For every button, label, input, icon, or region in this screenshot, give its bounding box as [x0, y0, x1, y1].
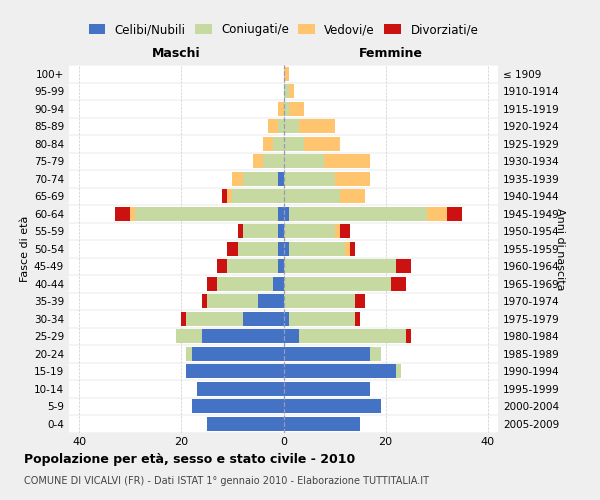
Bar	[304, 136, 340, 151]
Bar	[289, 312, 355, 326]
Bar	[136, 207, 278, 221]
Y-axis label: Anni di nascita: Anni di nascita	[555, 208, 565, 290]
Legend: Celibi/Nubili, Coniugati/e, Vedovi/e, Divorziati/e: Celibi/Nubili, Coniugati/e, Vedovi/e, Di…	[89, 23, 478, 36]
Bar	[207, 294, 258, 308]
Bar	[253, 154, 263, 168]
Bar	[181, 312, 187, 326]
Bar	[289, 242, 345, 256]
Bar	[227, 242, 238, 256]
Bar	[289, 207, 427, 221]
Bar	[284, 154, 325, 168]
Bar	[284, 224, 335, 238]
Bar	[284, 66, 289, 80]
Bar	[355, 294, 365, 308]
Bar	[217, 277, 273, 291]
Text: Maschi: Maschi	[152, 47, 200, 60]
Bar	[187, 312, 242, 326]
Bar	[278, 172, 284, 186]
Bar	[284, 417, 360, 430]
Bar	[284, 277, 391, 291]
Bar	[242, 172, 278, 186]
Bar	[289, 84, 294, 98]
Bar	[284, 312, 289, 326]
Bar	[284, 259, 396, 273]
Bar	[335, 224, 340, 238]
Bar	[191, 399, 284, 413]
Bar	[284, 189, 340, 203]
Text: Popolazione per età, sesso e stato civile - 2010: Popolazione per età, sesso e stato civil…	[24, 452, 355, 466]
Bar	[258, 294, 284, 308]
Bar	[284, 399, 380, 413]
Bar	[242, 312, 284, 326]
Bar	[207, 417, 284, 430]
Bar	[263, 136, 273, 151]
Bar	[370, 347, 380, 361]
Bar	[447, 207, 462, 221]
Bar	[284, 364, 396, 378]
Bar	[284, 347, 370, 361]
Bar	[340, 189, 365, 203]
Bar	[284, 207, 289, 221]
Bar	[176, 329, 202, 343]
Bar	[232, 189, 284, 203]
Bar	[278, 207, 284, 221]
Bar	[340, 224, 350, 238]
Bar	[232, 172, 242, 186]
Bar	[350, 242, 355, 256]
Bar	[278, 102, 284, 116]
Bar	[278, 259, 284, 273]
Bar	[406, 329, 411, 343]
Bar	[355, 312, 360, 326]
Bar	[284, 172, 335, 186]
Text: Femmine: Femmine	[359, 47, 423, 60]
Bar	[115, 207, 130, 221]
Bar	[284, 329, 299, 343]
Bar	[242, 224, 278, 238]
Bar	[238, 242, 278, 256]
Bar	[273, 136, 284, 151]
Bar	[263, 154, 284, 168]
Bar	[130, 207, 136, 221]
Bar	[217, 259, 227, 273]
Bar	[284, 119, 299, 133]
Bar	[427, 207, 447, 221]
Bar	[289, 102, 304, 116]
Bar	[202, 294, 207, 308]
Bar	[273, 277, 284, 291]
Bar	[278, 242, 284, 256]
Bar	[396, 259, 411, 273]
Bar	[222, 189, 227, 203]
Bar	[268, 119, 278, 133]
Bar	[284, 136, 304, 151]
Bar	[284, 382, 370, 396]
Bar	[187, 364, 284, 378]
Bar	[284, 102, 289, 116]
Bar	[202, 329, 284, 343]
Bar	[284, 84, 289, 98]
Bar	[191, 347, 284, 361]
Bar	[197, 382, 284, 396]
Bar	[345, 242, 350, 256]
Bar	[325, 154, 370, 168]
Bar	[299, 329, 406, 343]
Bar	[391, 277, 406, 291]
Bar	[335, 172, 370, 186]
Bar	[396, 364, 401, 378]
Bar	[284, 242, 289, 256]
Bar	[299, 119, 335, 133]
Bar	[238, 224, 242, 238]
Y-axis label: Fasce di età: Fasce di età	[20, 216, 30, 282]
Bar	[284, 294, 355, 308]
Bar	[227, 189, 232, 203]
Text: COMUNE DI VICALVI (FR) - Dati ISTAT 1° gennaio 2010 - Elaborazione TUTTITALIA.IT: COMUNE DI VICALVI (FR) - Dati ISTAT 1° g…	[24, 476, 429, 486]
Bar	[187, 347, 191, 361]
Bar	[207, 277, 217, 291]
Bar	[227, 259, 278, 273]
Bar	[278, 224, 284, 238]
Bar	[278, 119, 284, 133]
